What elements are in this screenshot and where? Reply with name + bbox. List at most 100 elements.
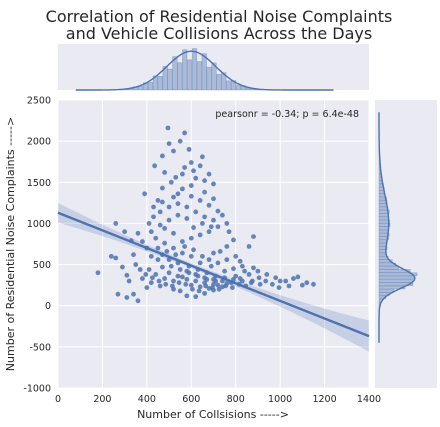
scatter-point-190	[182, 165, 188, 170]
scatter-point-169	[170, 283, 175, 289]
right-hist-bar	[378, 219, 390, 224]
x-axis-ticks: 0 200 400 600 800 1000 1200 1400	[55, 394, 381, 405]
scatter-point-64	[162, 240, 168, 246]
scatter-point-34	[157, 283, 163, 289]
scatter-point-32	[140, 276, 145, 281]
regression-line	[57, 211, 370, 338]
scatter-point-7	[180, 171, 185, 177]
scatter-point-150	[224, 257, 230, 263]
scatter-point-126	[213, 278, 219, 284]
scatter-point-187	[291, 276, 296, 281]
y-tick-label-1: -500	[29, 342, 51, 353]
scatter-point-167	[156, 278, 162, 284]
scatter-point-15	[155, 197, 161, 203]
scatter-point-8	[168, 179, 174, 185]
scatter-point-191	[162, 170, 168, 175]
scatter-point-5	[188, 160, 194, 165]
scatter-point-46	[264, 272, 270, 277]
scatter-point-164	[137, 267, 143, 272]
scatter-point-93	[239, 278, 245, 284]
scatter-point-45	[255, 268, 261, 274]
top-hist-bar	[177, 62, 183, 91]
scatter-point-161	[140, 239, 145, 244]
right-hist-bar	[378, 279, 413, 283]
right-hist-bar	[378, 285, 406, 290]
top-hist-bar	[235, 85, 241, 91]
scatter-point-13	[202, 189, 208, 195]
x-axis-label: Number of Collsisions ----->	[137, 408, 289, 421]
scatter-point-3	[171, 148, 176, 154]
y-tick-label-3: 500	[33, 260, 51, 271]
scatter-point-136	[157, 222, 163, 228]
scatter-point-77	[206, 229, 212, 235]
x-tick-label-0: 0	[55, 394, 61, 405]
scatter-point-75	[211, 217, 216, 223]
scatter-point-59	[206, 257, 212, 263]
scatter-point-154	[191, 247, 196, 253]
scatter-point-183	[263, 278, 269, 284]
scatter-point-10	[160, 185, 165, 191]
right-hist-bar	[378, 229, 389, 234]
scatter-point-148	[233, 253, 239, 259]
right-hist-bar	[378, 289, 395, 293]
scatter-point-157	[164, 249, 170, 254]
scatter-point-11	[175, 191, 181, 197]
scatter-point-117	[162, 276, 168, 281]
right-hist-bar	[378, 239, 387, 244]
scatter-point-50	[295, 274, 301, 280]
scatter-point-114	[242, 268, 248, 274]
scatter-point-124	[195, 273, 201, 279]
scatter-point-73	[193, 209, 199, 215]
scatter-point-166	[150, 275, 155, 281]
scatter-point-130	[191, 225, 196, 230]
scatter-point-156	[173, 252, 179, 258]
scatter-point-193	[186, 146, 192, 152]
regression-confidence-band	[58, 202, 369, 352]
x-tick-label-1: 200	[93, 394, 111, 405]
scatter-point-195	[160, 153, 165, 159]
scatter-point-72	[184, 204, 190, 210]
scatter-point-60	[197, 260, 203, 266]
scatter-point-28	[124, 295, 130, 300]
scatter-point-61	[188, 253, 194, 259]
scatter-point-63	[171, 245, 176, 251]
scatter-point-70	[166, 204, 172, 210]
scatter-point-0	[152, 163, 158, 169]
scatter-point-196	[197, 163, 203, 169]
top-hist-bar	[167, 68, 173, 91]
plot-area	[58, 100, 369, 388]
scatter-point-146	[224, 221, 230, 226]
top-hist-bar	[162, 66, 168, 91]
scatter-point-175	[209, 285, 215, 291]
scatter-point-14	[211, 196, 216, 202]
right-hist-bar	[378, 252, 386, 257]
scatter-point-95	[257, 281, 263, 287]
scatter-point-33	[148, 280, 154, 286]
scatter-point-65	[153, 235, 159, 241]
scatter-point-49	[286, 283, 292, 289]
scatter-point-197	[206, 171, 212, 177]
scatter-point-159	[148, 253, 154, 259]
scatter-point-151	[215, 260, 221, 266]
scatter-point-173	[196, 288, 202, 294]
scatter-point-20	[131, 252, 136, 258]
scatter-point-97	[175, 273, 181, 279]
scatter-point-165	[143, 272, 149, 277]
scatter-point-125	[204, 276, 210, 282]
scatter-point-27	[115, 291, 121, 297]
scatter-point-178	[229, 285, 235, 291]
scatter-point-16	[142, 191, 148, 197]
scatter-point-128	[231, 266, 236, 272]
y-tick-label-6: 2000	[27, 137, 51, 148]
scatter-point-1	[165, 125, 171, 131]
scatter-point-80	[180, 239, 185, 244]
scatter-point-55	[231, 237, 236, 243]
scatter-point-192	[191, 168, 196, 174]
scatter-point-108	[188, 282, 194, 288]
scatter-point-76	[215, 224, 221, 230]
right-hist-bar	[378, 233, 390, 237]
x-tick-label-2: 400	[138, 394, 156, 405]
scatter-point-29	[135, 298, 141, 304]
scatter-point-137	[151, 204, 156, 210]
scatter-point-102	[219, 278, 225, 284]
